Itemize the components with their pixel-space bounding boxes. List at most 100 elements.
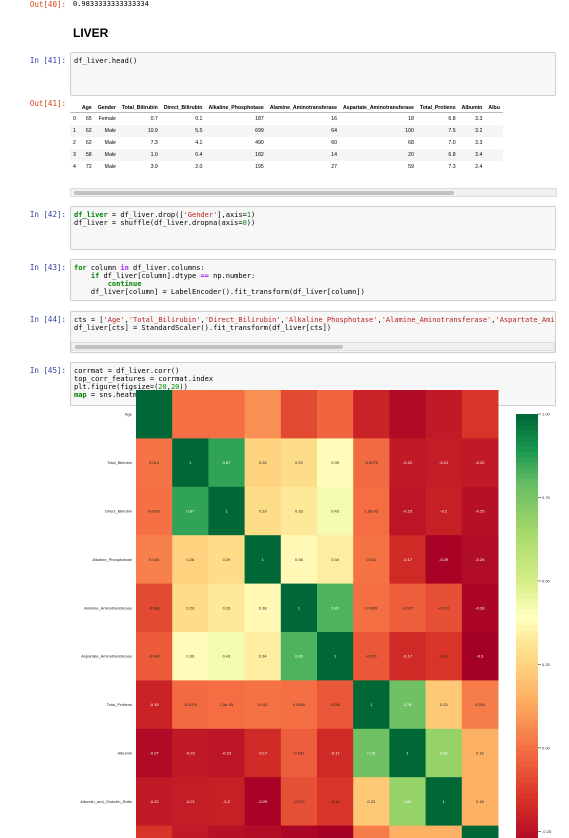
colorbar-segment [516, 777, 538, 784]
heatmap-annotation: 0.011 [258, 702, 268, 707]
heatmap-cell [353, 390, 390, 439]
heatmap-annotation: -0.17 [403, 557, 413, 562]
horizontal-scrollbar[interactable] [71, 342, 555, 351]
colorbar-segment [516, 555, 538, 562]
heatmap-cell [136, 777, 173, 827]
column-header: Total_Bilirubin [118, 104, 161, 113]
colorbar-segment [516, 750, 538, 757]
heatmap-cell [244, 680, 282, 730]
code-cell-41[interactable]: df_liver.head() [70, 52, 556, 96]
heatmap-cell [461, 438, 499, 488]
heatmap-annotation: -0.051 [329, 702, 341, 707]
horizontal-scrollbar[interactable] [70, 188, 557, 197]
colorbar-segment [516, 755, 538, 762]
colorbar-tick-label: -0.25 [542, 829, 552, 834]
heatmap-annotation: -0.2 [440, 509, 448, 514]
cell-prompt: In [43]: [29, 263, 66, 272]
heatmap-annotation: 1 [262, 557, 265, 562]
heatmap-cell [280, 632, 318, 681]
code-text[interactable]: df_liver = df_liver.drop(['Gender'],axis… [74, 211, 256, 227]
heatmap-cell [353, 486, 390, 536]
heatmap-row-label: Albumin_and_Globulin_Ratio [80, 799, 133, 804]
colorbar-segment [516, 582, 538, 589]
colorbar-segment [516, 424, 538, 431]
colorbar-segment [516, 435, 538, 442]
heatmap-cell [389, 777, 427, 827]
scrollbar-thumb[interactable] [74, 191, 454, 195]
heatmap-cell [208, 535, 246, 585]
heatmap-cell [425, 632, 463, 681]
heatmap-cell [353, 535, 390, 585]
heatmap-cell [353, 632, 390, 681]
heatmap-cell [172, 486, 209, 536]
heatmap-cell [425, 535, 463, 585]
heatmap-annotation: 0.38 [295, 557, 304, 562]
heatmap-cell [353, 825, 390, 838]
colorbar-segment [516, 489, 538, 496]
heatmap-cell [461, 632, 499, 681]
code-cell-44[interactable]: cts = ['Age','Total_Bilirubin','Direct_B… [70, 311, 556, 353]
heatmap-annotation: -0.22 [150, 799, 160, 804]
colorbar-segment [516, 462, 538, 469]
code-cell-43[interactable]: for column in df_liver.columns: if df_li… [70, 259, 556, 301]
heatmap-cell [389, 728, 427, 778]
heatmap-annotation: 0.69 [404, 799, 413, 804]
heatmap-annotation: -0.037 [402, 605, 414, 610]
code-cell-42[interactable]: df_liver = df_liver.drop(['Gender'],axis… [70, 206, 556, 250]
table-cell: 2 [73, 140, 76, 146]
heatmap-cell [280, 486, 318, 536]
code-text[interactable]: df_liver.head() [74, 57, 138, 65]
heatmap-cell [425, 680, 463, 730]
heatmap-cell [425, 583, 463, 633]
heatmap-cell [461, 583, 499, 633]
column-header: Albu [485, 104, 503, 113]
code-text[interactable]: for column in df_liver.columns: if df_li… [74, 264, 365, 296]
heatmap-annotation: 0.043 [149, 557, 160, 562]
heatmap-row-label: Albumin [118, 751, 132, 756]
heatmap-annotation: -0.26 [475, 557, 485, 562]
heatmap-cell [280, 825, 318, 838]
heatmap-cell [353, 777, 390, 827]
heatmap-cell [208, 583, 246, 633]
heatmap-annotation: 1 [334, 654, 337, 659]
heatmap-cell [389, 632, 427, 681]
heatmap-row-label: Alamine_Aminotransferase [84, 605, 133, 610]
heatmap-cell [172, 777, 209, 827]
heatmap-annotation: -0.21 [439, 460, 449, 465]
heatmap-cell [136, 825, 173, 838]
table-cell: 7.0 [448, 140, 456, 146]
colorbar-segment [516, 631, 538, 638]
colorbar-segment [516, 506, 538, 513]
colorbar-segment [516, 614, 538, 621]
heatmap-cell [208, 438, 246, 488]
colorbar-segment [516, 701, 538, 708]
heatmap-cell [172, 632, 209, 681]
scrollbar-thumb[interactable] [75, 345, 343, 349]
table-cell: 1 [70, 125, 79, 137]
heatmap-cell [317, 632, 354, 681]
heatmap-cell [136, 438, 173, 488]
heatmap-cell [136, 680, 173, 730]
code-text[interactable]: cts = ['Age','Total_Bilirubin','Direct_B… [74, 316, 556, 332]
heatmap-annotation: 0.0091 [148, 509, 161, 514]
heatmap-annotation: 0.29 [295, 460, 304, 465]
heatmap-annotation: 1 [370, 702, 373, 707]
table-cell: 27 [331, 164, 337, 170]
heatmap-cell [425, 728, 463, 778]
heatmap-annotation: 0.26 [259, 460, 268, 465]
column-header [70, 104, 79, 113]
column-header: Total_Protiens [416, 104, 459, 113]
heatmap-row-label: Total_Bilirubin [107, 460, 132, 465]
heatmap-annotation: 0.26 [186, 557, 195, 562]
colorbar-segment [516, 451, 538, 458]
cell-prompt: In [42]: [29, 210, 66, 219]
heatmap-annotation: 0.43 [223, 654, 232, 659]
heatmap-annotation: 1.5e-05 [365, 509, 379, 514]
table-cell: Male [104, 164, 116, 170]
heatmap-cell [280, 390, 318, 439]
column-header: Aspartate_Aminotransferase [340, 104, 417, 113]
dataframe-output: Age Gender Total_Bilirubin Direct_Bilirubin… [70, 104, 569, 186]
table-cell: 4 [73, 164, 76, 170]
colorbar-segment [516, 565, 538, 572]
